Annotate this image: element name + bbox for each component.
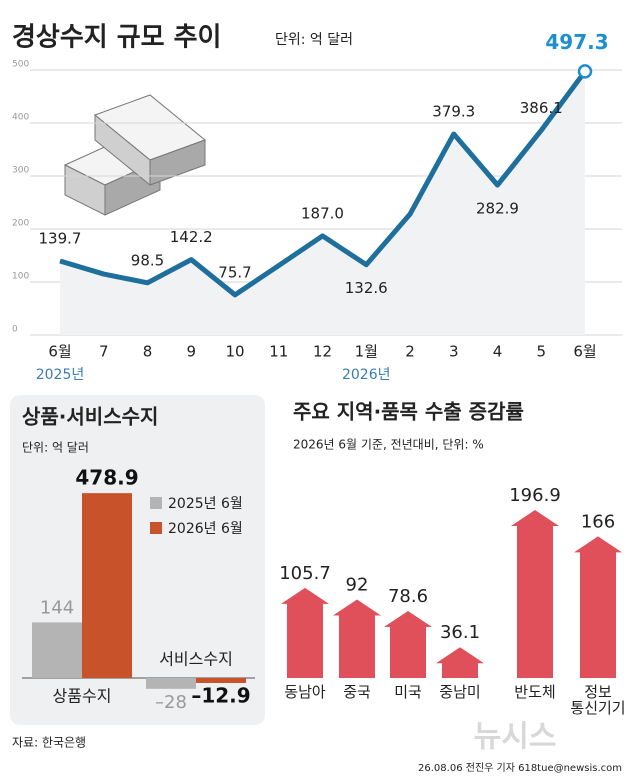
x-tick-label: 7 (99, 343, 109, 361)
credit: 26.08.06 전진우 기자 618tue@newsis.com (418, 762, 622, 774)
data-label: 98.5 (131, 251, 164, 269)
data-label: 386.1 (520, 99, 563, 117)
unit-label: 단위: 억 달러 (22, 441, 89, 455)
x-tick-label: 9 (186, 343, 196, 361)
x-tick-label: 6월 (573, 343, 596, 361)
arrow-bar (384, 610, 432, 678)
data-label: –28 (155, 692, 187, 713)
x-tick-label: 정보 통신기기 (570, 683, 626, 717)
x-tick-label: 중남미 (439, 683, 481, 701)
x-tick-label: 6월 (48, 343, 71, 361)
end-marker (577, 64, 593, 79)
year-label: 2025년 (36, 367, 85, 383)
arrow-bar (333, 599, 381, 678)
x-tick-label: 5 (536, 343, 546, 361)
line (59, 69, 588, 298)
source: 자료: 한국은행 (12, 735, 86, 750)
x-tick-label: 2 (405, 343, 415, 361)
y-tick-label: 500 (12, 60, 29, 70)
x-tick-label: 상품수지 (53, 687, 112, 706)
data-label: 478.9 (75, 466, 138, 490)
data-label: 132.6 (345, 279, 388, 297)
chart-title: 상품·서비스수지 (22, 405, 158, 429)
data-label: 78.6 (388, 586, 428, 607)
data-label: 282.9 (476, 200, 519, 218)
y-tick-label: 400 (12, 113, 29, 123)
data-label: 36.1 (440, 622, 480, 643)
data-label: 144 (40, 597, 74, 618)
chart-subtitle: 2026년 6월 기준, 전년대비, 단위: % (293, 438, 484, 452)
x-tick-label: 8 (143, 343, 153, 361)
legend-label: 2025년 6월 (168, 496, 243, 512)
data-label: 166 (581, 511, 615, 532)
x-tick-label: 동남아 (284, 683, 326, 701)
data-label: 142.2 (170, 228, 213, 246)
unit-label: 단위: 억 달러 (275, 32, 353, 48)
y-tick-label: 0 (12, 325, 18, 335)
legend-swatch (150, 522, 162, 534)
x-tick-label: 1월 (355, 343, 378, 361)
x-tick-label: 12 (313, 343, 332, 361)
data-label: 497.3 (545, 30, 608, 54)
arrow-bar (281, 587, 329, 678)
bar (196, 678, 246, 683)
data-label: 75.7 (218, 263, 251, 281)
y-tick-label: 100 (12, 272, 29, 282)
x-tick-label: 3 (449, 343, 459, 361)
year-label: 2026년 (342, 367, 391, 383)
chart-title: 주요 지역·품목 수출 증감률 (293, 400, 524, 424)
watermark: 뉴시스 (474, 720, 557, 755)
data-label: 196.9 (509, 485, 561, 506)
y-tick-label: 300 (12, 166, 29, 176)
data-label: –12.9 (191, 683, 250, 707)
x-tick-label: 중국 (343, 683, 371, 701)
chart-title: 경상수지 규모 추이 (12, 23, 221, 53)
x-tick-label: 11 (269, 343, 288, 361)
arrow-bar (511, 510, 559, 678)
y-tick-label: 200 (12, 219, 29, 229)
x-tick-label: 서비스수지 (159, 650, 233, 669)
x-tick-label: 4 (493, 343, 503, 361)
arrow-bar (436, 647, 484, 678)
legend-label: 2026년 6월 (168, 521, 243, 537)
x-tick-label: 미국 (394, 683, 422, 701)
arrow-bar (574, 536, 622, 678)
bar (82, 493, 132, 678)
data-label: 187.0 (301, 204, 344, 222)
data-label: 379.3 (432, 102, 475, 120)
x-tick-label: 10 (225, 343, 244, 361)
money-illustration (63, 94, 206, 216)
bar (146, 678, 196, 689)
legend-swatch (150, 497, 162, 509)
bar (32, 622, 82, 678)
data-label: 105.7 (279, 563, 331, 584)
data-label: 92 (346, 575, 369, 596)
x-tick-label: 반도체 (514, 683, 556, 701)
data-label: 139.7 (39, 229, 82, 247)
